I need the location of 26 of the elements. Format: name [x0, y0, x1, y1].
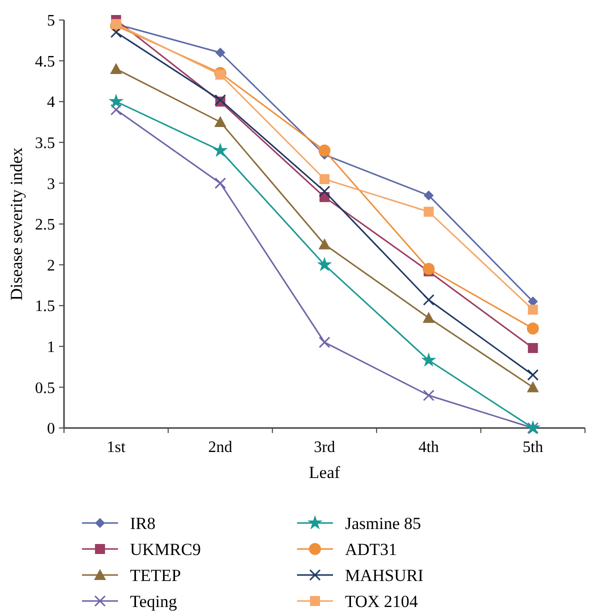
y-tick-label: 1.5 [35, 298, 55, 316]
x-tick-label: 5th [522, 439, 544, 456]
legend-label: MAHSURI [345, 566, 424, 585]
legend-label: Jasmine 85 [345, 514, 422, 533]
y-tick-label: 2.5 [35, 216, 55, 234]
legend-label: TOX 2104 [345, 592, 418, 611]
legend-label: IR8 [130, 514, 156, 533]
x-tick-label: 2nd [208, 439, 232, 456]
y-tick-label: 2 [47, 257, 55, 274]
x-axis-title: Leaf [308, 463, 340, 482]
x-tick-label: 1st [106, 439, 126, 456]
legend-label: Teqing [130, 592, 178, 611]
legend-label: TETEP [130, 566, 181, 585]
y-tick-label: 1 [47, 339, 55, 356]
y-tick-label: 5 [47, 12, 55, 30]
y-tick-label: 0.5 [35, 380, 55, 397]
x-tick-label: 3rd [314, 439, 336, 456]
x-tick-label: 4th [418, 439, 439, 456]
y-axis-title: Disease severity index [7, 147, 26, 300]
y-tick-label: 3.5 [35, 135, 55, 152]
y-tick-label: 4.5 [35, 53, 55, 70]
y-tick-label: 4 [47, 94, 55, 112]
legend-label: ADT31 [345, 540, 397, 559]
legend-label: UKMRC9 [130, 540, 201, 559]
y-tick-label: 3 [47, 176, 55, 193]
y-tick-label: 0 [47, 420, 55, 438]
